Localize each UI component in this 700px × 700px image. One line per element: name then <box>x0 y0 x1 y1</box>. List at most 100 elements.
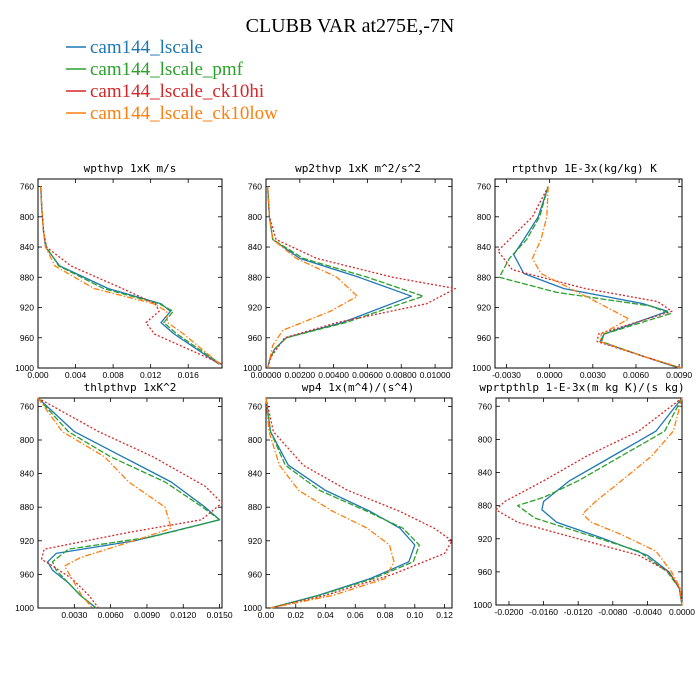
y-tick-label: 880 <box>248 502 262 512</box>
y-tick-label: 920 <box>20 536 34 546</box>
y-tick-label: 880 <box>478 501 492 511</box>
panel-wprtpthlp: wprtpthlp 1-E-3x(m kg K)/(s kg) 760 800 84… <box>473 381 695 617</box>
y-tick-label: 800 <box>478 434 492 444</box>
panel-title: wp4 1x(m^4)/(s^4) <box>302 381 415 394</box>
y-tick-label: 960 <box>477 333 491 343</box>
y-tick-label: 1000 <box>243 363 262 373</box>
series-line-cam144_lscale_ck10hi <box>497 186 681 369</box>
x-tick-label: -0.0200 <box>495 607 524 617</box>
plot-frame <box>495 397 683 606</box>
y-tick-label: 880 <box>248 272 262 282</box>
y-tick-label: 1000 <box>243 603 262 613</box>
legend-label-2: cam144_lscale_ck10hi <box>90 81 264 102</box>
y-tick-label: 800 <box>20 435 34 445</box>
series-line-cam144_lscale_pmf <box>267 186 424 369</box>
x-tick-label: 0.06 <box>347 610 364 620</box>
x-tick-label: 0.04 <box>317 610 334 620</box>
plot-frame <box>37 178 223 369</box>
x-tick-label: 0.0060 <box>623 370 649 380</box>
x-tick-label: 0.00600 <box>352 370 383 380</box>
series-line-cam144_lscale <box>40 186 220 365</box>
series-line-cam144_lscale <box>513 186 680 369</box>
x-tick-label: 0.0000 <box>537 370 563 380</box>
series-line-cam144_lscale_ck10low <box>531 186 683 369</box>
x-tick-label: 0.0150 <box>207 610 233 620</box>
x-tick-label: -0.0080 <box>598 607 627 617</box>
x-tick-label: 0.0090 <box>134 610 160 620</box>
y-tick-label: 760 <box>478 401 492 411</box>
y-tick-label: 760 <box>20 182 34 192</box>
y-tick-label: 1000 <box>15 363 34 373</box>
plot-frame <box>265 397 453 609</box>
x-tick-label: 0.00 <box>258 610 275 620</box>
series-line-cam144_lscale <box>37 397 221 609</box>
series-line-cam144_lscale_ck10low <box>267 186 358 369</box>
x-tick-label: 0.02 <box>287 610 304 620</box>
x-tick-label: 0.0030 <box>580 370 606 380</box>
figure-title: CLUBB VAR at275E,-7N <box>246 15 455 37</box>
x-tick-label: -0.0030 <box>492 370 521 380</box>
y-tick-label: 960 <box>248 569 262 579</box>
x-tick-label: -0.0040 <box>633 607 662 617</box>
panel-title: wp2thvp 1xK m^2/s^2 <box>295 162 421 175</box>
panel-wp2thvp: wp2thvp 1xK m^2/s^2 760 800 840 880 920 960 10… <box>243 162 457 380</box>
series-line-cam144_lscale_ck10low <box>265 397 395 609</box>
series-line-cam144_lscale <box>265 397 416 609</box>
x-tick-label: 0.012 <box>140 370 162 380</box>
y-tick-label: 1000 <box>15 603 34 613</box>
series-line-cam144_lscale_ck10low <box>581 397 683 606</box>
y-tick-label: 920 <box>248 303 262 313</box>
series-line-cam144_lscale_ck10hi <box>495 397 683 606</box>
series-line-cam144_lscale_ck10low <box>40 186 221 365</box>
panel-thlpthvp: thlpthvp 1xK^2 760 800 840 880 920 960 1000 0.0… <box>15 381 233 620</box>
x-tick-label: 0.0030 <box>61 610 87 620</box>
x-tick-label: 0.00200 <box>284 370 315 380</box>
x-tick-label: 0.0000 <box>669 607 695 617</box>
series-line-cam144_lscale_ck10hi <box>265 397 453 609</box>
x-tick-label: 0.00000 <box>251 370 282 380</box>
x-tick-label: -0.0160 <box>529 607 558 617</box>
y-tick-label: 840 <box>20 469 34 479</box>
y-tick-label: 840 <box>20 242 34 252</box>
x-tick-label: 0.00800 <box>386 370 417 380</box>
y-tick-label: 920 <box>20 303 34 313</box>
x-tick-label: 0.00400 <box>318 370 349 380</box>
series-line-cam144_lscale_pmf <box>516 397 683 606</box>
y-tick-label: 800 <box>20 212 34 222</box>
y-tick-label: 1000 <box>473 600 492 610</box>
legend: cam144_lscale cam144_lscale_pmf cam144_l… <box>66 37 278 124</box>
plot-frame <box>265 178 453 369</box>
y-tick-label: 960 <box>248 333 262 343</box>
x-tick-label: 0.000 <box>27 370 49 380</box>
x-tick-label: 0.0090 <box>666 370 692 380</box>
panel-wp4: wp4 1x(m^4)/(s^4) 760 800 840 880 920 960 1000… <box>243 381 453 620</box>
x-tick-label: 0.004 <box>65 370 87 380</box>
y-tick-label: 880 <box>477 272 491 282</box>
y-tick-label: 840 <box>478 468 492 478</box>
y-tick-label: 920 <box>478 534 492 544</box>
y-tick-label: 800 <box>248 435 262 445</box>
x-tick-label: 0.10 <box>407 610 424 620</box>
y-tick-label: 840 <box>248 242 262 252</box>
series-line-cam144_lscale_ck10hi <box>40 186 223 365</box>
plot-frame <box>494 178 683 369</box>
legend-label-0: cam144_lscale <box>90 37 203 58</box>
y-tick-label: 760 <box>248 182 262 192</box>
y-tick-label: 760 <box>20 401 34 411</box>
y-tick-label: 960 <box>20 333 34 343</box>
x-tick-label: 0.12 <box>436 610 453 620</box>
y-tick-label: 880 <box>20 502 34 512</box>
series-line-cam144_lscale <box>267 186 413 369</box>
y-tick-label: 1000 <box>472 363 491 373</box>
y-tick-label: 800 <box>477 212 491 222</box>
panel-title: wprtpthlp 1-E-3x(m kg K)/(s kg) <box>479 381 684 394</box>
y-tick-label: 920 <box>248 536 262 546</box>
x-tick-label: 0.08 <box>377 610 394 620</box>
x-tick-label: 0.0060 <box>98 610 124 620</box>
y-tick-label: 880 <box>20 272 34 282</box>
series-line-cam144_lscale_pmf <box>265 397 420 609</box>
panel-title: thlpthvp 1xK^2 <box>84 381 177 394</box>
series-line-cam144_lscale <box>541 397 683 606</box>
panel-rtpthvp: rtpthvp 1E-3x(kg/kg) K 760 800 840 880 920 96… <box>472 162 692 380</box>
y-tick-label: 920 <box>477 303 491 313</box>
